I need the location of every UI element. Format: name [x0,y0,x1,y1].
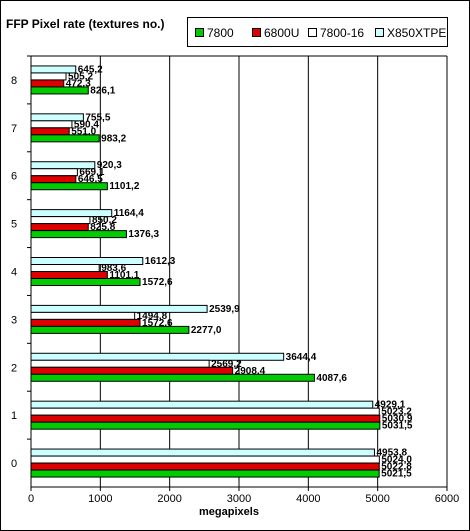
data-label: 2569,2 [211,359,242,370]
y-tick-label: 3 [11,314,17,326]
x-tick-label: 6000 [435,493,459,505]
y-tick-label: 6 [11,171,17,183]
x-tick-label: 5000 [365,493,389,505]
data-label: 590,4 [74,119,99,130]
data-label: 5030,9 [382,414,413,425]
bar [30,264,100,272]
bar [30,359,210,368]
legend-label-7800-16: 7800-16 [320,26,365,40]
legend-swatch-x850xtpe [375,28,384,37]
data-label: 4953,8 [376,448,407,459]
data-label: 5023,2 [381,407,412,418]
bar [30,448,375,457]
y-tick-label: 8 [11,75,17,87]
bar [30,134,100,143]
bar [30,230,127,239]
data-label: 551,0 [71,126,96,137]
x-tick-label: 3000 [227,493,251,505]
data-label: 646,5 [78,174,103,185]
y-tick-label: 7 [11,123,17,135]
bar [30,414,381,423]
bar [30,216,91,225]
y-tick-label: 0 [11,458,17,470]
bar [30,168,78,177]
data-label: 2277,0 [191,325,222,336]
data-label: 983,6 [101,263,126,274]
bar [30,366,234,375]
bar [30,462,380,471]
bar [30,373,315,382]
y-tick-label: 5 [11,219,17,231]
bar [30,79,65,88]
data-label: 755,5 [85,112,110,123]
data-label: 1101,2 [109,181,139,192]
data-label: 1376,3 [128,229,159,240]
data-label: 1494,8 [137,311,168,322]
y-tick-label: 4 [11,267,17,279]
data-label: 505,2 [68,71,93,82]
x-tick-label: 1000 [88,493,112,505]
data-label: 5022,8 [381,462,412,473]
y-tick-label: 2 [11,362,17,374]
data-label: 4087,6 [316,373,347,384]
bar [30,182,108,191]
data-label: 826,1 [90,85,115,96]
bar [30,400,374,409]
bar [30,127,70,136]
chart-title: FFP Pixel rate (textures no.) [6,17,165,31]
data-label: 2908,4 [235,366,266,377]
bar [30,271,108,279]
data-label: 1164,4 [114,208,144,219]
data-label: 850,2 [92,215,117,226]
legend-label-7800: 7800 [207,26,234,40]
legend-label-6800u: 6800U [264,26,300,40]
data-label: 5024,0 [381,455,412,466]
data-label: 825,8 [90,222,115,233]
data-label: 1572,6 [142,277,173,288]
bar [30,469,380,478]
data-label: 5031,5 [382,421,413,432]
data-label: 1572,6 [142,318,173,329]
bar [30,455,380,464]
bar [30,318,141,327]
bar [30,325,190,334]
data-label: 645,2 [78,64,103,75]
data-label: 920,3 [97,160,122,171]
bar [30,278,141,286]
data-label: 3644,4 [286,352,317,363]
legend-label-x850xtpe: X850XTPE [387,26,447,40]
bar [30,352,285,361]
legend-swatch-6800u [252,28,261,37]
x-axis-title: megapixels [199,506,259,518]
bar [30,72,67,81]
bar [30,223,89,232]
x-tick-label: 4000 [296,493,320,505]
data-label: 1612,3 [145,256,176,267]
x-tick-label: 2000 [157,493,181,505]
legend-swatch-7800-16 [308,28,317,37]
data-label: 1101,1 [109,270,139,281]
bar [30,421,381,430]
x-tick-label: 0 [28,493,34,505]
bar [30,86,89,95]
data-label: 983,2 [101,133,126,144]
bar [30,175,77,184]
data-label: 472,3 [66,78,91,89]
bar [30,120,73,129]
bar [30,311,136,320]
legend-swatch-7800 [195,28,204,37]
data-label: 4929,1 [375,400,406,411]
data-label: 2539,9 [209,304,240,315]
legend: 7800 6800U 7800-16 X850XTPE [187,17,448,47]
data-label: 5021,5 [381,469,412,480]
y-tick-label: 1 [11,410,17,422]
bar [30,304,208,313]
bar [30,407,380,416]
data-label: 669,1 [79,167,104,178]
